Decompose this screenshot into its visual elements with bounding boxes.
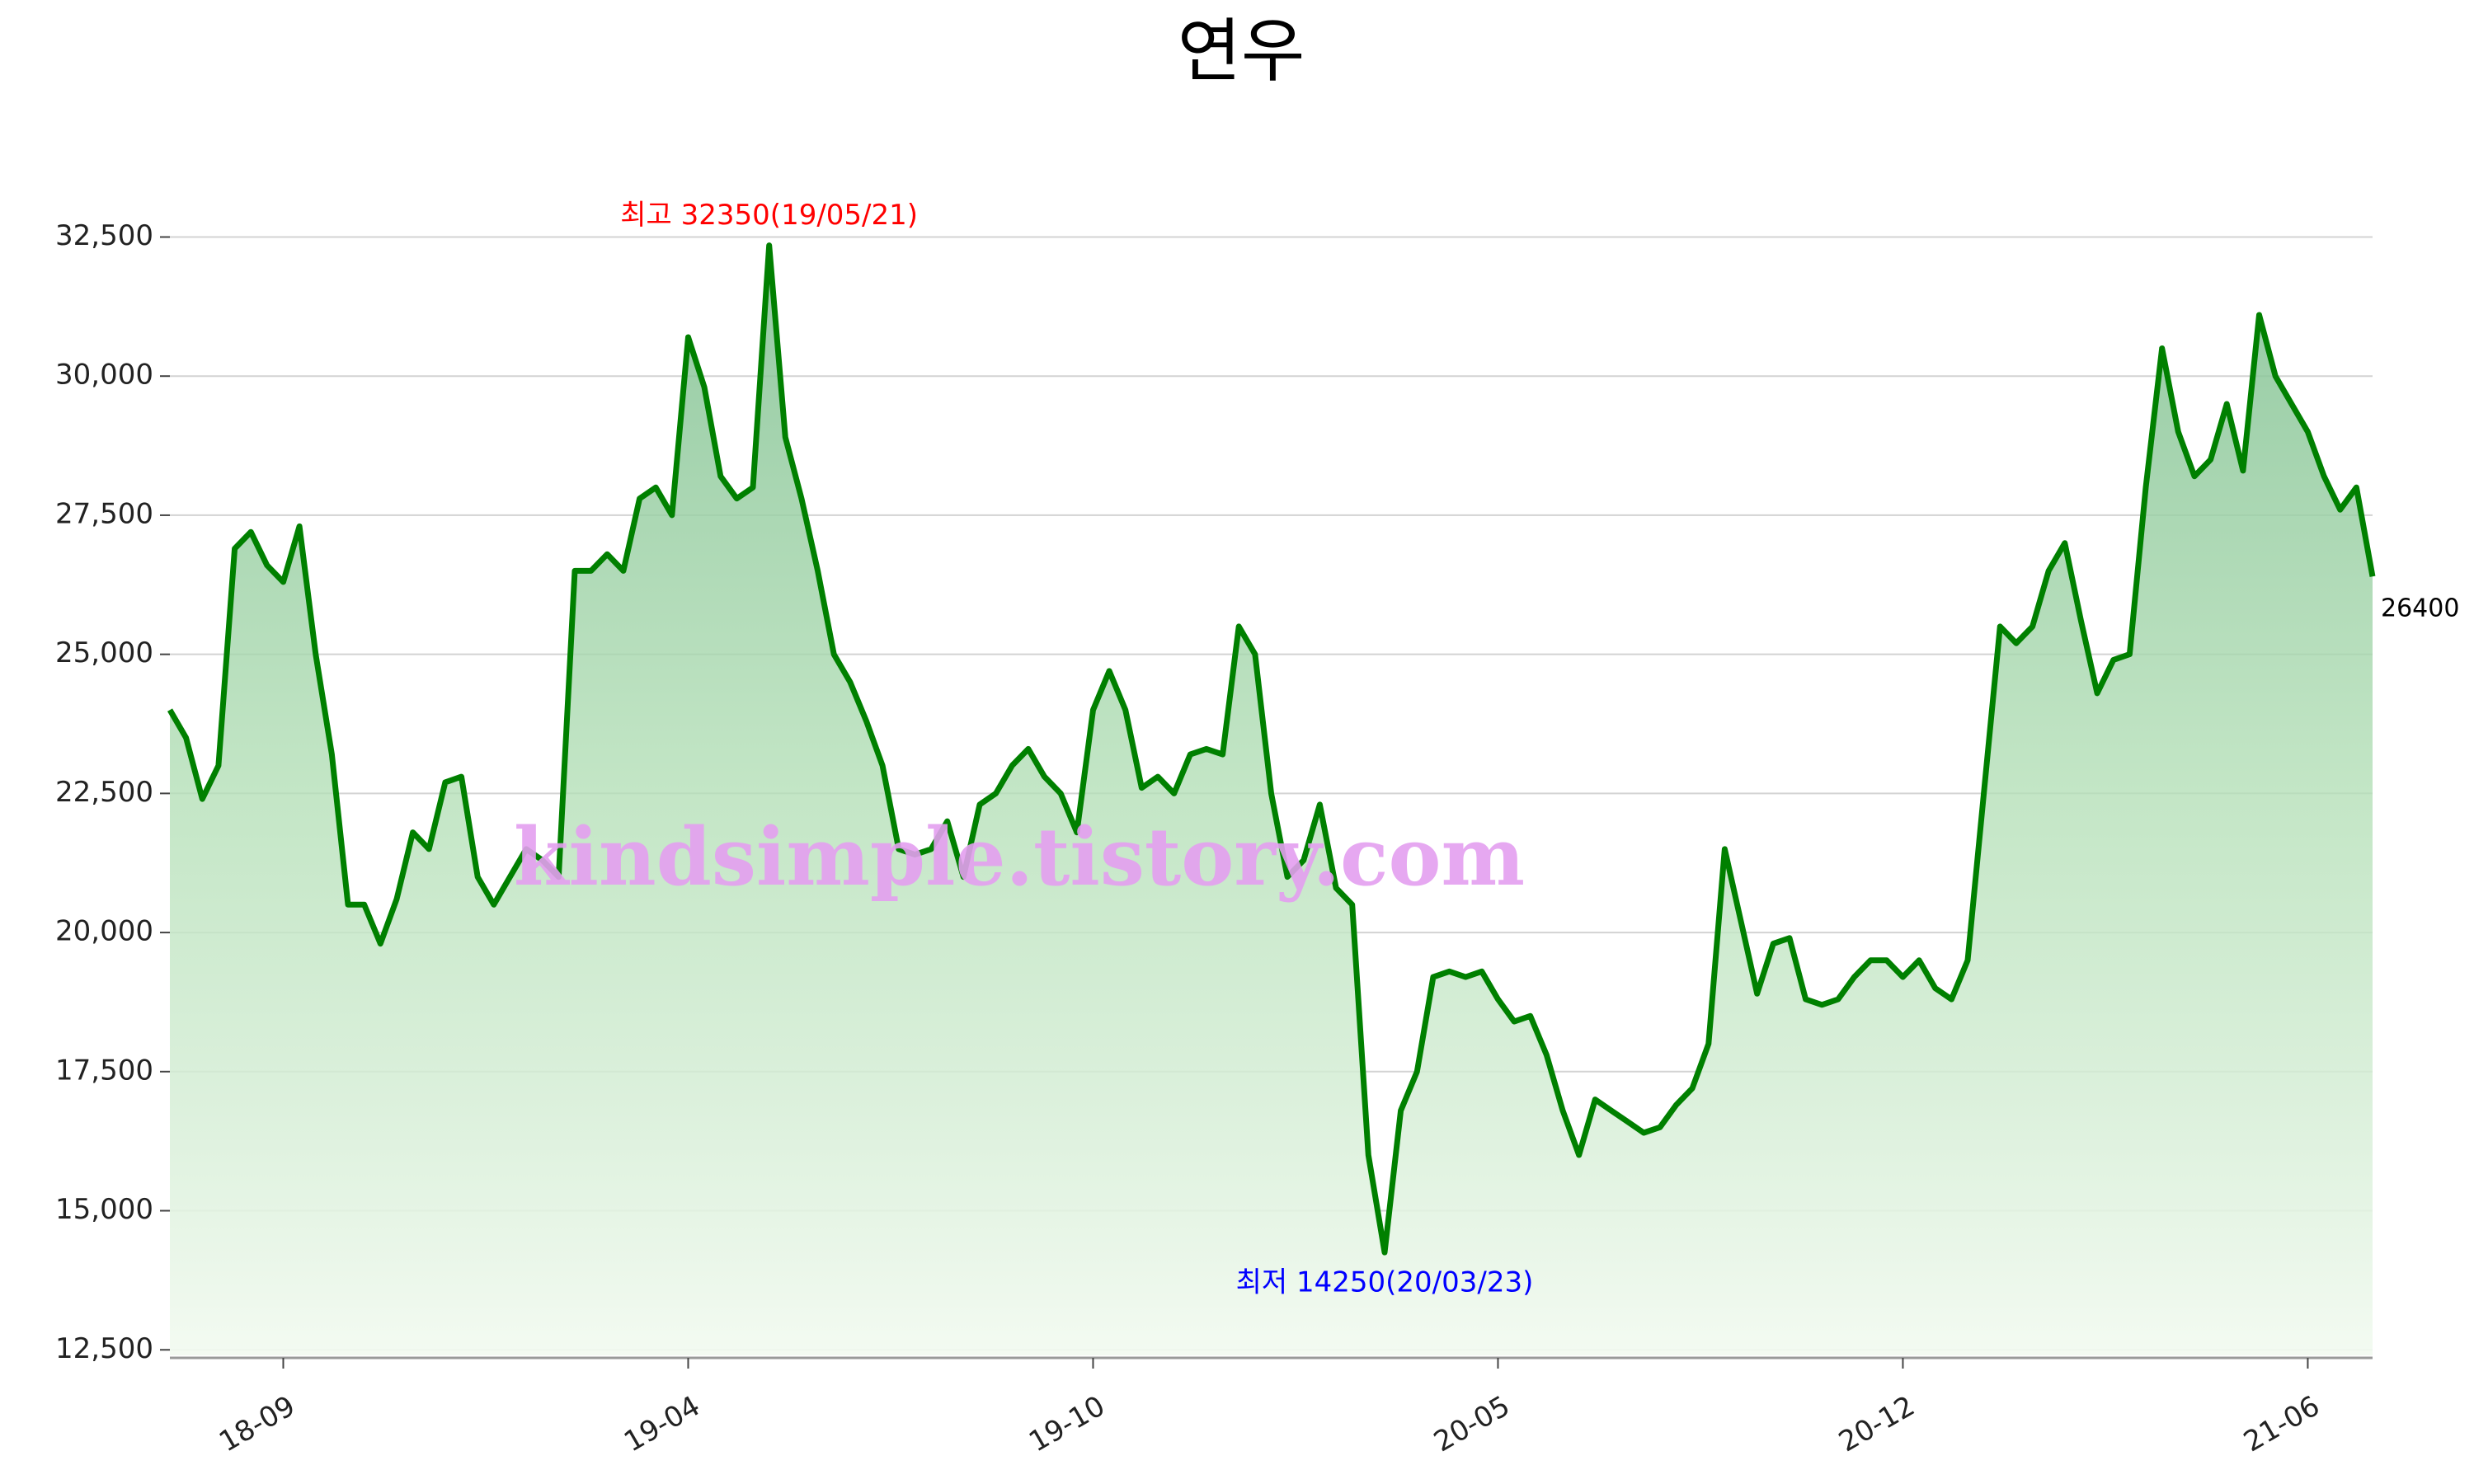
y-tick-label: 30,000 xyxy=(55,359,153,392)
price-line xyxy=(167,242,2376,1256)
x-tick-label: 18-09 xyxy=(214,1389,301,1458)
last-annotation: 26400 xyxy=(2381,594,2459,623)
x-tick-label: 20-05 xyxy=(1428,1389,1516,1458)
max-annotation: 최고 32350(19/05/21) xyxy=(620,199,918,232)
x-tick-label: 19-10 xyxy=(1023,1389,1111,1458)
y-tick-label: 32,500 xyxy=(55,219,153,252)
y-tick-label: 25,000 xyxy=(55,636,153,669)
chart-title: 연우 xyxy=(1178,11,1305,92)
x-tick-label: 19-04 xyxy=(618,1389,706,1458)
y-tick-label: 27,500 xyxy=(55,497,153,530)
x-tick-label: 21-06 xyxy=(2238,1389,2326,1458)
y-tick-label: 20,000 xyxy=(55,915,153,948)
y-tick-label: 22,500 xyxy=(55,776,153,809)
y-tick-label: 12,500 xyxy=(55,1332,153,1365)
x-tick-label: 20-12 xyxy=(1833,1389,1921,1458)
y-tick-label: 17,500 xyxy=(55,1054,153,1087)
min-annotation: 최저 14250(20/03/23) xyxy=(1236,1266,1534,1299)
y-tick-label: 15,000 xyxy=(55,1193,153,1226)
watermark: kindsimple.tistory.com xyxy=(514,810,1525,904)
